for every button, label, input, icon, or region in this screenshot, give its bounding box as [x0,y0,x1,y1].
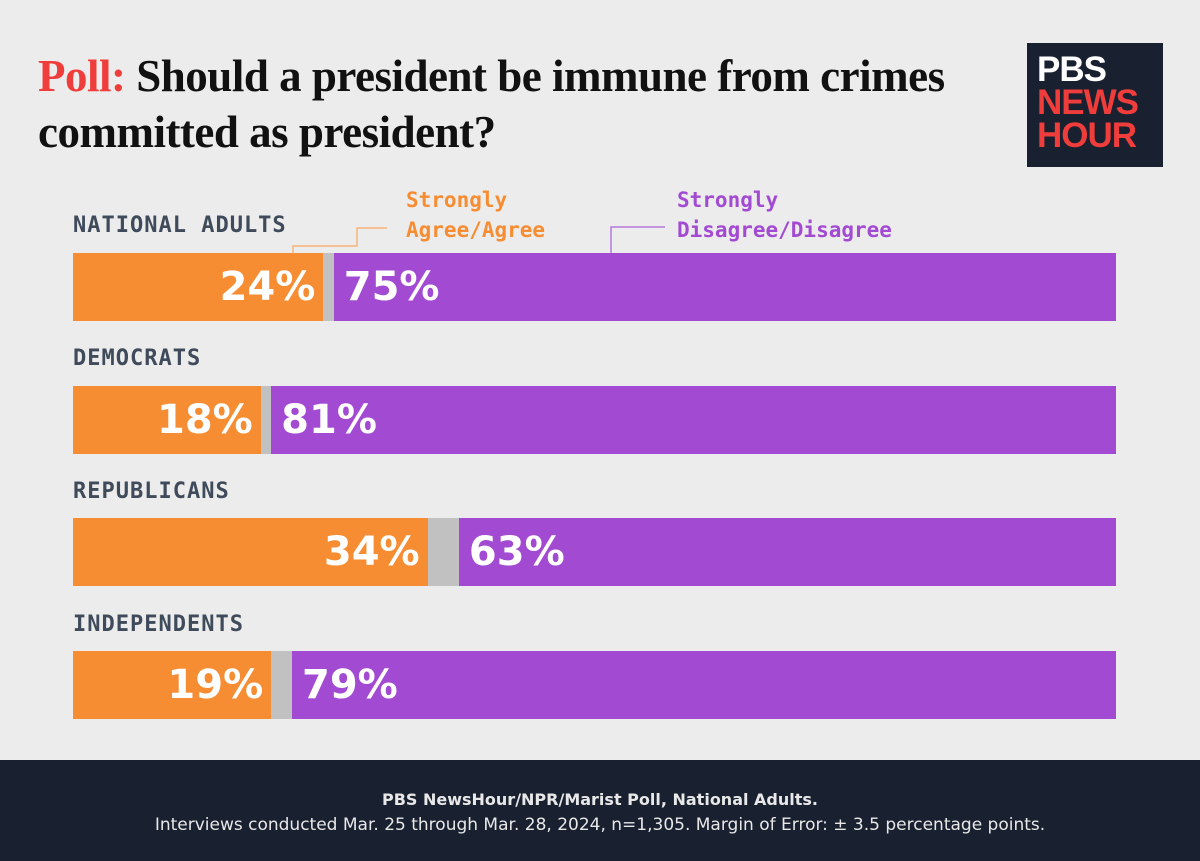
bar-disagree [458,518,1116,586]
agree-value-label: 18% [157,397,253,443]
legend-agree-line2: Agree/Agree [406,218,546,242]
bar-other [323,253,334,321]
bar-row: 18% 81% [73,386,1116,454]
legend-disagree: Strongly Disagree/Disagree [677,185,892,245]
logo-hour: HOUR [1037,116,1137,155]
disagree-leader-line [610,226,665,253]
legend-disagree-line2: Disagree/Disagree [677,218,892,242]
bar-disagree [333,253,1116,321]
bar-other [427,518,459,586]
bar-agree [73,651,272,719]
agree-value-label: 19% [167,662,264,708]
bar-row: 24% 75% [73,253,1116,321]
bar-row: 19% 79% [73,651,1116,719]
title-text: Should a president be immune from crimes… [38,51,945,157]
logo-news: NEWS [1037,83,1139,122]
agree-leader-line [292,227,387,253]
bar-agree [73,386,261,454]
disagree-value-label: 75% [343,264,440,310]
bar-row: 34% 63% [73,518,1116,586]
bar-other [271,651,293,719]
bar-agree [73,253,324,321]
legend-disagree-line1: Strongly [677,188,779,212]
pbs-newshour-logo: PBS NEWS HOUR [1027,43,1163,167]
bar-disagree [292,651,1116,719]
disagree-value-label: 81% [281,397,377,443]
chart-title: Poll: Should a president be immune from … [38,48,998,160]
agree-value-label: 24% [219,264,316,310]
disagree-value-label: 63% [468,529,565,575]
disagree-value-label: 79% [302,662,398,708]
bar-other [260,386,272,454]
legend-agree-line1: Strongly [406,188,508,212]
source-line: PBS NewsHour/NPR/Marist Poll, National A… [381,790,819,809]
methodology-line: Interviews conducted Mar. 25 through Mar… [154,815,1046,835]
title-lead: Poll: [38,51,126,101]
category-label: REPUBLICANS [73,479,230,504]
bar-agree [73,518,428,586]
category-label: DEMOCRATS [73,346,202,371]
category-label: NATIONAL ADULTS [73,213,287,238]
logo-pbs: PBS [1037,50,1107,89]
footer: PBS NewsHour/NPR/Marist Poll, National A… [0,760,1200,861]
agree-value-label: 34% [323,529,420,575]
bar-disagree [271,386,1116,454]
legend-agree: Strongly Agree/Agree [406,185,545,245]
category-label: INDEPENDENTS [73,612,244,637]
